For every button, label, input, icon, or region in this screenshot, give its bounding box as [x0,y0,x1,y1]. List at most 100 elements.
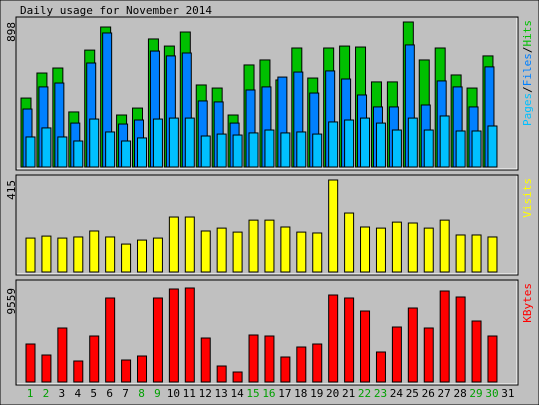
bar [328,121,339,168]
bar [232,371,243,383]
x-tick-label: 23 [374,387,387,400]
bar [439,290,450,383]
bar [73,236,84,273]
x-tick-label: 15 [246,387,259,400]
legend-separator: / [521,86,534,93]
bar [439,115,450,168]
bar [455,130,466,168]
bar [280,132,291,168]
bar [360,226,371,273]
bar [41,354,52,383]
bar [152,237,163,273]
x-tick-label: 30 [485,387,498,400]
legend: Visits [521,178,534,218]
bar [137,137,148,168]
bar [200,230,211,273]
bar [487,335,498,383]
x-tick-label: 7 [122,387,129,400]
y-tick-label: 9559 [5,288,18,315]
bar [41,235,52,273]
bar [407,222,418,273]
x-tick-label: 5 [90,387,97,400]
bar [360,117,371,168]
bar [248,132,259,168]
bar [152,118,163,168]
bar [407,117,418,168]
bar [375,122,386,168]
bar [264,219,275,273]
bar [216,365,227,383]
bar [89,230,100,273]
bar [73,140,84,168]
x-tick-label: 22 [358,387,371,400]
bar [137,355,148,383]
bar [471,130,482,168]
bar [25,237,36,273]
legend: KBytes [521,283,534,323]
x-tick-label: 4 [74,387,81,400]
bar [137,239,148,273]
x-tick-label: 26 [422,387,435,400]
legend-entry: Pages [521,93,534,126]
bar [184,117,195,168]
x-tick-label: 12 [199,387,212,400]
panel-bevel [17,176,518,275]
bar [328,179,339,273]
chart-title: Daily usage for November 2014 [20,4,212,17]
bar [264,335,275,383]
bar [439,219,450,273]
bar [375,351,386,383]
legend-entry: Hits [521,20,534,47]
x-tick-label: 11 [183,387,196,400]
legend-entry: KBytes [521,283,534,323]
x-tick-label: 13 [215,387,228,400]
x-tick-label: 19 [310,387,323,400]
bar [248,334,259,383]
bar [89,118,100,168]
legend-separator: / [521,47,534,54]
bar [423,227,434,273]
bar [57,237,68,273]
legend-entry: Visits [521,178,534,218]
x-tick-label: 17 [278,387,291,400]
x-tick-label: 25 [406,387,419,400]
y-tick-label: 415 [5,180,18,200]
x-tick-label: 1 [27,387,34,400]
bar [184,287,195,383]
x-tick-label: 27 [438,387,451,400]
x-tick-label: 28 [453,387,466,400]
bar [487,236,498,273]
bar [121,243,132,273]
bar [168,117,179,168]
bar [423,129,434,168]
bar [121,359,132,383]
x-tick-label: 9 [154,387,161,400]
bar [296,131,307,168]
bar [200,337,211,383]
bar [248,219,259,273]
bar [360,310,371,383]
bar [216,133,227,168]
bar [105,131,116,168]
bar [391,326,402,383]
bar [391,221,402,273]
bar [471,320,482,383]
bar [344,119,355,168]
bar [471,234,482,273]
bar [89,335,100,383]
bar [200,135,211,168]
bar [216,227,227,273]
bar [105,297,116,383]
bar [232,231,243,273]
x-tick-label: 16 [262,387,275,400]
bar [487,125,498,168]
bar [73,360,84,383]
bar [455,234,466,273]
bar [312,232,323,273]
legend-entry: Files [521,53,534,86]
x-tick-label: 14 [230,387,244,400]
bar [25,343,36,383]
panel-bevel [17,18,518,170]
bar [41,127,52,168]
